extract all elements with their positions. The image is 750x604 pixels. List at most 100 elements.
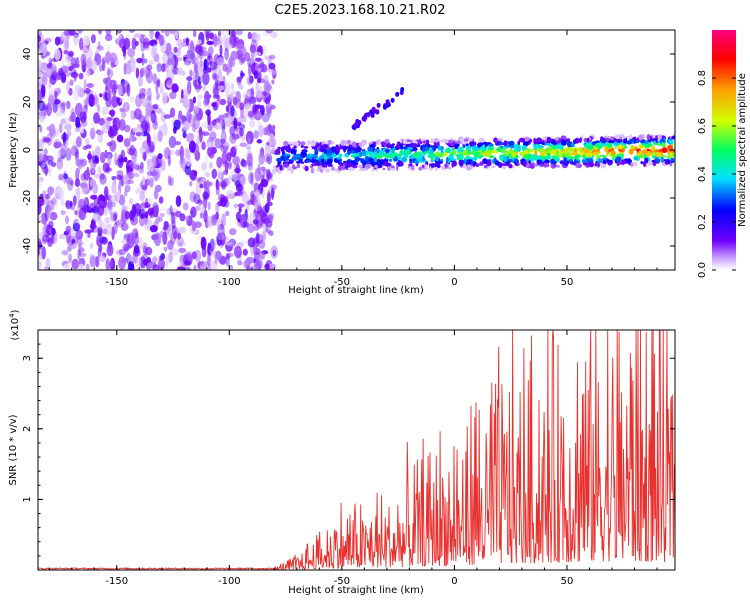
noise-blob xyxy=(220,30,229,38)
noise-blob xyxy=(173,119,181,130)
noise-blob xyxy=(61,249,69,256)
signal-blob xyxy=(446,156,449,163)
signal-blob xyxy=(446,148,450,152)
signal-blob xyxy=(449,155,455,160)
noise-blob xyxy=(85,97,89,110)
noise-blob xyxy=(142,242,148,254)
noise-blob xyxy=(122,44,127,57)
noise-blob xyxy=(193,113,201,122)
signal-blob xyxy=(490,165,496,169)
noise-blob xyxy=(130,130,136,138)
noise-blob xyxy=(162,52,168,65)
signal-blob xyxy=(563,157,567,163)
noise-blob xyxy=(106,244,114,257)
signal-blob xyxy=(300,141,306,146)
noise-blob xyxy=(230,146,237,158)
noise-blob xyxy=(141,68,145,77)
noise-blob xyxy=(199,75,203,83)
noise-blob xyxy=(76,168,81,175)
noise-blob xyxy=(260,166,266,171)
snr-xlabel: Height of straight line (km) xyxy=(288,585,424,596)
noise-blob xyxy=(198,46,207,53)
noise-blob xyxy=(149,113,156,122)
noise-blob xyxy=(167,58,173,66)
noise-blob xyxy=(125,64,132,75)
noise-blob xyxy=(208,46,214,56)
noise-blob xyxy=(257,163,261,174)
noise-blob xyxy=(74,210,78,216)
noise-blob xyxy=(184,260,191,266)
noise-blob xyxy=(201,50,209,57)
noise-blob xyxy=(117,154,124,169)
signal-blob xyxy=(377,160,383,165)
noise-blob xyxy=(80,126,84,134)
noise-blob xyxy=(42,194,50,202)
noise-blob xyxy=(243,52,251,62)
signal-blob xyxy=(416,144,421,148)
signal-blob xyxy=(503,156,508,163)
noise-blob xyxy=(142,246,148,256)
y-tick-label: 3 xyxy=(22,355,33,361)
signal-blob xyxy=(544,159,550,164)
signal-blob xyxy=(441,138,448,143)
noise-blob xyxy=(118,248,126,256)
signal-blob xyxy=(570,161,574,165)
signal-blob xyxy=(575,161,580,168)
noise-blob xyxy=(84,229,92,234)
noise-blob xyxy=(65,215,69,225)
noise-blob xyxy=(152,121,159,130)
signal-blob xyxy=(336,156,341,160)
noise-blob xyxy=(46,102,52,117)
signal-blob xyxy=(441,165,446,171)
noise-blob xyxy=(144,89,152,96)
noise-blob xyxy=(204,172,210,177)
signal-blob xyxy=(361,150,366,156)
noise-blob xyxy=(220,219,224,232)
noise-blob xyxy=(221,213,227,228)
noise-blob xyxy=(261,113,270,123)
y-tick-label: 20 xyxy=(22,96,33,109)
signal-blob xyxy=(422,156,425,162)
noise-blob xyxy=(40,62,47,68)
noise-blob xyxy=(226,94,234,102)
signal-blob xyxy=(563,162,568,167)
noise-blob xyxy=(153,132,158,145)
noise-blob xyxy=(69,79,74,86)
noise-blob xyxy=(250,87,254,97)
noise-blob xyxy=(193,62,198,74)
noise-blob xyxy=(126,179,134,185)
signal-blob xyxy=(408,163,413,167)
signal-blob xyxy=(667,144,673,151)
noise-blob xyxy=(249,75,254,84)
noise-blob xyxy=(71,258,80,270)
noise-blob xyxy=(138,92,146,100)
signal-blob xyxy=(553,149,557,153)
signal-blob xyxy=(362,142,365,147)
noise-blob xyxy=(168,136,177,148)
noise-blob xyxy=(226,66,233,73)
signal-blob xyxy=(464,138,469,142)
signal-blob xyxy=(331,166,335,171)
signal-blob xyxy=(385,142,390,148)
noise-blob xyxy=(105,163,111,175)
harmonic-blob xyxy=(366,112,371,118)
noise-blob xyxy=(80,173,86,182)
noise-blob xyxy=(211,128,216,133)
noise-blob xyxy=(269,69,277,76)
noise-blob xyxy=(204,153,209,165)
signal-blob xyxy=(627,159,632,163)
noise-blob xyxy=(225,43,233,50)
noise-blob xyxy=(209,246,214,256)
noise-blob xyxy=(249,119,256,128)
signal-blob xyxy=(615,134,620,140)
signal-blob xyxy=(621,143,627,146)
noise-blob xyxy=(199,57,203,69)
noise-blob xyxy=(105,97,112,108)
signal-blob xyxy=(587,162,593,167)
noise-blob xyxy=(189,40,195,55)
noise-blob xyxy=(52,196,57,202)
noise-blob xyxy=(150,30,154,34)
signal-blob xyxy=(437,153,444,158)
signal-blob xyxy=(326,152,331,157)
